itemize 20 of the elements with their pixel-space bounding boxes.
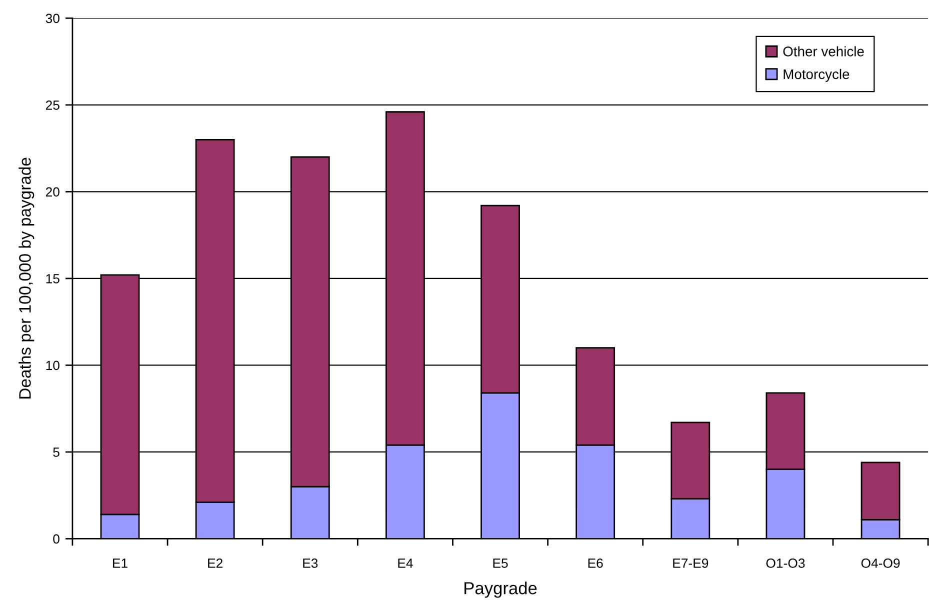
x-tick-label: E4 xyxy=(398,558,413,568)
x-tick-label: E2 xyxy=(208,558,222,568)
x-tick-label: E7-E9 xyxy=(673,558,708,568)
x-tick-label: O4-O9 xyxy=(861,558,900,568)
x-tick-label: E5 xyxy=(493,558,508,568)
y-tick-label: 5 xyxy=(53,448,60,457)
legend-label: Other vehicle xyxy=(783,46,864,56)
x-tick-label: E1 xyxy=(113,558,128,568)
y-tick-label: 25 xyxy=(46,100,60,110)
y-tick-label: 10 xyxy=(46,360,60,370)
x-tick-label: E6 xyxy=(588,558,603,568)
y-tick-label: 20 xyxy=(46,187,60,197)
y-tick-label: 15 xyxy=(46,274,60,284)
x-tick-label: E3 xyxy=(303,558,318,568)
x-tick-label: O1-O3 xyxy=(766,558,805,568)
legend-label: Motorcycle xyxy=(784,68,850,82)
y-tick-label: 0 xyxy=(53,534,60,544)
y-tick-label: 30 xyxy=(46,14,60,24)
x-axis-title: Paygrade xyxy=(464,582,537,598)
y-axis-title: Deaths per 100,000 by paygrade xyxy=(18,158,34,398)
